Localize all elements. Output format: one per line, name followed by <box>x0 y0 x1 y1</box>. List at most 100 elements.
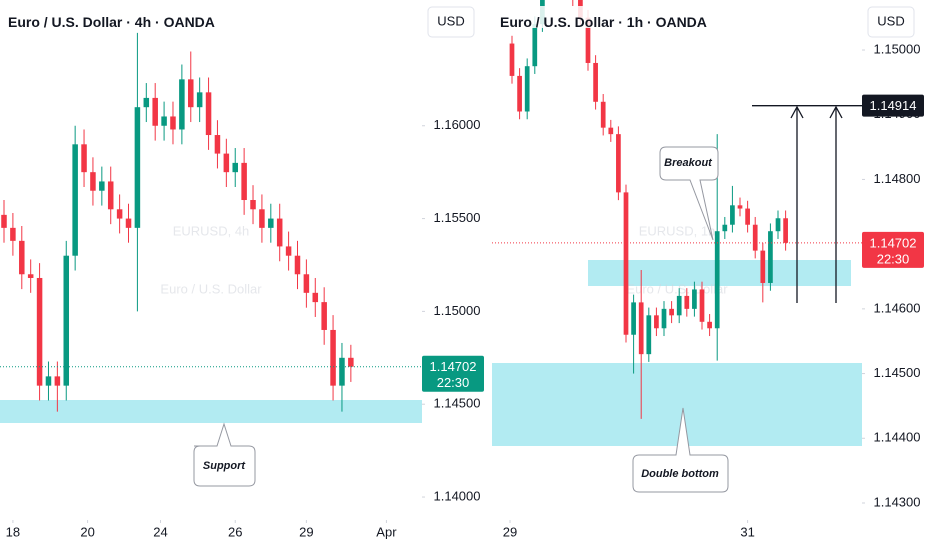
candle-body <box>608 127 614 135</box>
candle-body <box>321 302 327 330</box>
double-bottom-callout <box>632 407 729 493</box>
candle-body <box>654 315 659 329</box>
last-price-label: 1.14702 <box>430 359 477 374</box>
candle-body <box>196 92 203 108</box>
candle-body <box>676 295 682 316</box>
y-tick-label: 1.14600 <box>874 300 921 315</box>
breakout-level-label: 1.14914 <box>870 98 917 113</box>
candle-body <box>623 192 629 335</box>
x-tick-label: 31 <box>740 524 754 539</box>
candle-body <box>524 66 530 112</box>
candle-body <box>54 376 61 386</box>
candle-body <box>692 289 697 309</box>
countdown: 22:30 <box>437 375 470 390</box>
candle-body <box>276 218 283 247</box>
candle-body <box>90 172 96 191</box>
currency: USD <box>437 13 464 28</box>
target-arrows <box>790 105 843 303</box>
last-price-box <box>422 355 484 392</box>
y-tick-label: 1.14000 <box>434 488 481 503</box>
breakout-box <box>862 94 924 117</box>
candle-body <box>250 200 256 210</box>
candle-body <box>532 24 538 67</box>
candle-body <box>72 144 78 256</box>
chart-title: Euro / U.S. Dollar · 1h · OANDA <box>500 14 707 30</box>
candle-body <box>294 255 301 275</box>
y-tick-label: 1.14800 <box>874 171 921 186</box>
candle-body <box>259 209 265 228</box>
candle-body <box>152 97 158 126</box>
candle-body <box>188 79 194 108</box>
chart-left: EURUSD, 4h Euro / U.S. Dollar 1.14000 1.145… <box>0 6 484 539</box>
x-tick-label: 29 <box>503 524 517 539</box>
currency-box <box>867 6 915 38</box>
candle-body <box>10 227 16 241</box>
candle-body <box>223 153 230 173</box>
support-callout <box>193 422 256 487</box>
support-label: Support <box>203 460 246 472</box>
candle-body <box>646 315 652 355</box>
candle-body <box>161 116 167 126</box>
candle-body <box>205 92 212 136</box>
candle-body <box>285 246 292 256</box>
x-tick-label: 18 <box>6 524 20 539</box>
candle-body <box>330 329 336 386</box>
watermark: EURUSD, 4h <box>173 223 250 238</box>
candle-body <box>134 107 141 228</box>
candle-body <box>81 144 87 173</box>
candle-body <box>707 321 712 329</box>
candle-body <box>631 302 636 335</box>
candle-body <box>348 357 354 367</box>
countdown: 22:30 <box>877 251 910 266</box>
demand-zone <box>492 363 862 446</box>
candle-body <box>661 308 667 329</box>
y-tick-label: 1.16000 <box>434 117 481 132</box>
x-tick-label: 29 <box>299 524 313 539</box>
candle-body <box>339 357 345 386</box>
candle-body <box>241 162 247 201</box>
y-tick-label: 1.15500 <box>434 210 481 225</box>
candle-body <box>179 79 185 130</box>
chart-title: Euro / U.S. Dollar · 4h · OANDA <box>8 14 215 30</box>
candle-body <box>143 97 150 108</box>
candle-body <box>517 75 522 112</box>
x-tick-label: 24 <box>153 524 167 539</box>
candle-body <box>775 218 781 232</box>
candle-body <box>107 181 114 210</box>
candle-body <box>714 231 720 329</box>
title-bg <box>2 6 218 28</box>
candle-body <box>116 209 123 219</box>
candle-body <box>745 208 750 225</box>
x-tick-label: 26 <box>228 524 242 539</box>
x-tick-label: Apr <box>376 524 397 539</box>
breakout-callout <box>659 146 719 241</box>
candle-body <box>616 134 621 193</box>
candle-body <box>699 289 705 322</box>
candle-body <box>312 292 319 303</box>
candle-body <box>19 240 25 275</box>
x-tick-label: 20 <box>80 524 94 539</box>
y-tick-label: 1.15000 <box>434 303 481 318</box>
candle-body <box>27 274 34 278</box>
y-tick-label: 1.15000 <box>874 41 921 56</box>
candle-body <box>593 62 598 102</box>
watermark-sub: Euro / U.S. Dollar <box>160 281 262 296</box>
support-zone <box>0 400 422 423</box>
y-tick-label: 1.14500 <box>874 365 921 380</box>
candle-body <box>585 17 591 63</box>
candle-body <box>99 181 105 191</box>
currency-box <box>427 6 475 38</box>
candle-body <box>669 308 674 316</box>
candle-body <box>63 255 70 386</box>
candle-body <box>638 302 644 355</box>
double-bottom-label: Double bottom <box>641 468 719 480</box>
candle-body <box>684 295 690 309</box>
last-price-box <box>862 231 924 268</box>
candle-body <box>768 231 773 283</box>
watermark: EURUSD, 1h <box>639 223 716 238</box>
candle-body <box>232 162 238 173</box>
candle-body <box>214 135 221 154</box>
candle-body <box>737 205 743 209</box>
